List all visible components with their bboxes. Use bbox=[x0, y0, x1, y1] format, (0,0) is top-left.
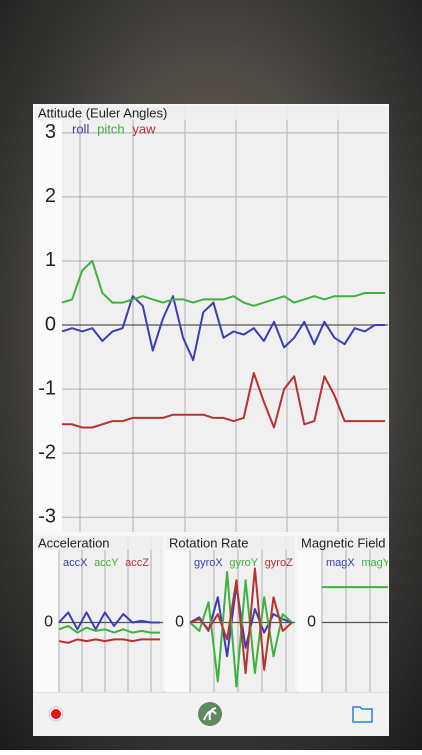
folder-button[interactable] bbox=[352, 706, 373, 723]
legend-entry: roll bbox=[72, 121, 89, 136]
series-line bbox=[62, 372, 385, 429]
legend-entry: pitch bbox=[97, 121, 124, 136]
legend-entry: gyroZ bbox=[265, 557, 293, 569]
legend-entry: gyroY bbox=[229, 557, 258, 569]
y-tick-label: 0 bbox=[44, 614, 53, 631]
y-tick-label: 0 bbox=[175, 614, 184, 631]
legend-entry: gyroX bbox=[194, 557, 223, 569]
chart-title: Attitude (Euler Angles) bbox=[38, 105, 167, 120]
title-background bbox=[35, 106, 388, 120]
chart-title: Acceleration bbox=[38, 535, 110, 550]
chart-title: Rotation Rate bbox=[169, 535, 249, 550]
app-logo-leaf bbox=[203, 707, 217, 721]
faded-history bbox=[35, 536, 59, 692]
y-tick-label: 1 bbox=[45, 249, 56, 271]
legend-entry: accZ bbox=[125, 557, 149, 569]
series-line bbox=[61, 259, 385, 307]
y-tick-label: 0 bbox=[45, 313, 56, 335]
y-tick-label: -2 bbox=[38, 441, 56, 463]
title-background bbox=[298, 536, 388, 550]
faded-history bbox=[166, 536, 190, 692]
series-line bbox=[61, 295, 385, 362]
y-tick-label: -3 bbox=[38, 505, 56, 527]
y-tick-label: 3 bbox=[45, 121, 56, 143]
series-line bbox=[189, 567, 293, 675]
legend-entry: yaw bbox=[132, 121, 156, 136]
legend-entry: magY bbox=[361, 557, 390, 569]
series-line bbox=[58, 624, 160, 634]
legend-entry: accY bbox=[94, 557, 119, 569]
record-button-ring[interactable] bbox=[48, 706, 64, 722]
faded-history bbox=[35, 106, 62, 532]
chart-title: Magnetic Field bbox=[301, 535, 386, 550]
y-tick-label: 2 bbox=[45, 185, 56, 207]
chart-panel: 0 Acceleration accX accY accZ bbox=[35, 535, 163, 692]
chart-panel: 0 Rotation Rate gyroX gyroY gyroZ bbox=[166, 535, 295, 692]
y-tick-label: 0 bbox=[307, 614, 316, 631]
faded-history bbox=[298, 536, 322, 692]
plot-area bbox=[59, 536, 160, 692]
title-background bbox=[35, 536, 163, 550]
plot-area bbox=[322, 536, 388, 692]
y-tick-label: -1 bbox=[38, 377, 56, 399]
chart-panel: 0 Magnetic Field magX magY bbox=[298, 535, 390, 692]
legend-entry: accX bbox=[63, 557, 88, 569]
record-button[interactable] bbox=[51, 709, 61, 719]
title-background bbox=[166, 536, 295, 550]
series-line bbox=[58, 638, 160, 644]
plot-area bbox=[62, 106, 385, 532]
series-line bbox=[58, 611, 160, 631]
legend-entry: magX bbox=[326, 557, 355, 569]
